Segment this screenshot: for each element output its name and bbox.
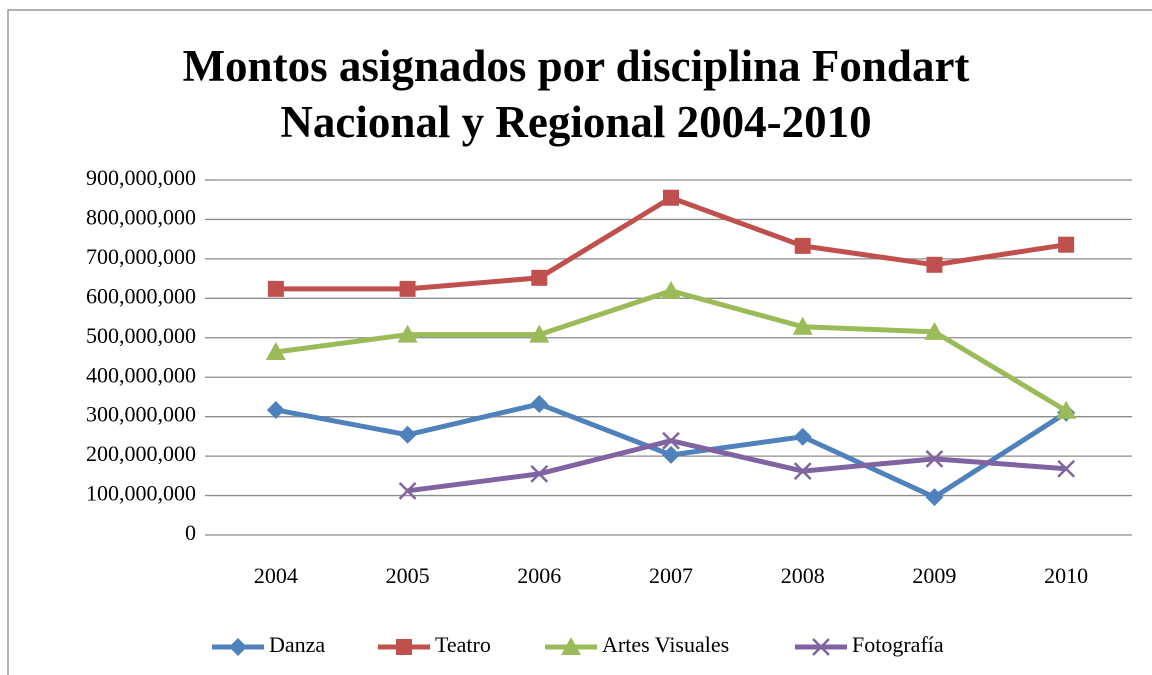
marker bbox=[229, 638, 247, 656]
x-tick-label: 2008 bbox=[781, 563, 825, 588]
marker bbox=[663, 189, 679, 206]
marker bbox=[529, 324, 550, 343]
y-tick-label: 500,000,000 bbox=[86, 323, 196, 348]
marker bbox=[792, 316, 813, 335]
marker bbox=[794, 237, 811, 254]
marker bbox=[561, 637, 581, 655]
marker bbox=[265, 341, 286, 360]
marker bbox=[812, 638, 830, 656]
x-tick-label: 2009 bbox=[912, 563, 956, 588]
marker bbox=[793, 462, 812, 480]
marker bbox=[397, 324, 418, 343]
y-tick-label: 800,000,000 bbox=[86, 204, 196, 229]
y-tick-label: 700,000,000 bbox=[86, 244, 196, 269]
legend-label: Teatro bbox=[435, 632, 491, 657]
marker bbox=[399, 280, 416, 297]
y-tick-label: 0 bbox=[185, 520, 196, 545]
chart-border bbox=[7, 9, 1152, 675]
marker bbox=[926, 256, 943, 273]
marker bbox=[662, 431, 680, 450]
x-tick-label: 2007 bbox=[649, 563, 693, 588]
marker bbox=[1056, 400, 1077, 419]
series-line bbox=[275, 195, 1067, 292]
x-tick-label: 2005 bbox=[386, 563, 430, 588]
x-tick-label: 2006 bbox=[517, 563, 561, 588]
marker bbox=[530, 464, 549, 483]
marker bbox=[267, 280, 284, 297]
marker bbox=[531, 269, 548, 286]
series-line bbox=[407, 438, 1067, 494]
marker bbox=[1058, 236, 1075, 253]
marker bbox=[925, 488, 944, 507]
marker bbox=[266, 400, 285, 419]
y-tick-label: 400,000,000 bbox=[86, 362, 196, 387]
y-tick-label: 100,000,000 bbox=[86, 481, 196, 506]
marker bbox=[793, 427, 812, 446]
marker bbox=[925, 449, 944, 468]
series-line bbox=[275, 288, 1068, 413]
y-tick-label: 300,000,000 bbox=[86, 402, 196, 427]
legend-label: Artes Visuales bbox=[602, 632, 729, 657]
y-tick-label: 600,000,000 bbox=[86, 283, 196, 308]
y-tick-label: 200,000,000 bbox=[86, 441, 196, 466]
legend-label: Fotografía bbox=[852, 632, 944, 657]
y-tick-label: 900,000,000 bbox=[86, 165, 196, 190]
chart-title: Montos asignados por disciplina Fondart … bbox=[182, 41, 970, 147]
marker bbox=[924, 321, 945, 340]
x-tick-label: 2010 bbox=[1044, 563, 1088, 588]
marker bbox=[398, 425, 417, 444]
marker bbox=[1057, 459, 1076, 478]
x-tick-label: 2004 bbox=[254, 563, 298, 588]
marker bbox=[661, 280, 681, 299]
legend-label: Danza bbox=[269, 632, 325, 657]
marker bbox=[398, 481, 417, 500]
marker bbox=[396, 639, 412, 655]
marker bbox=[530, 395, 549, 414]
marker bbox=[662, 445, 680, 464]
